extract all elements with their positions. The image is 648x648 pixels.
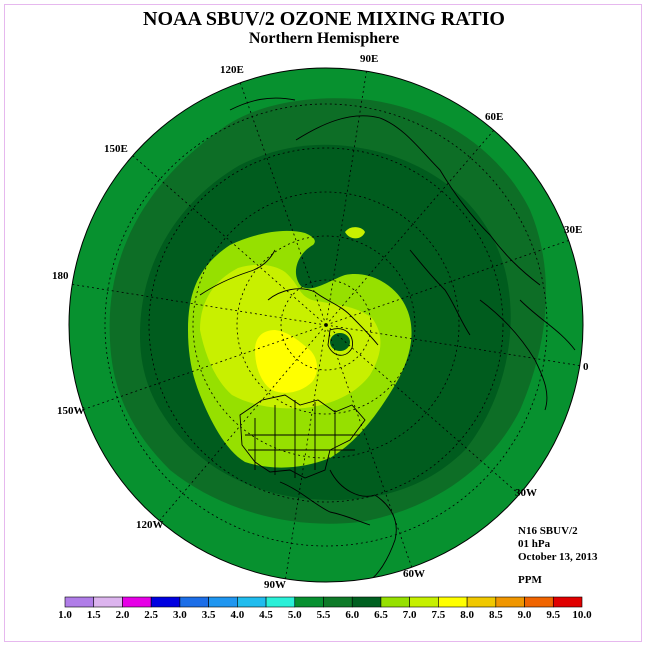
label-150e: 150E [104, 143, 128, 155]
colorbar-swatch [122, 596, 152, 608]
colorbar-tick-label: 3.5 [202, 609, 216, 621]
colorbar-tick-label: 7.0 [403, 609, 417, 621]
label-90e: 90E [360, 53, 378, 65]
level-label: 01 hPa [518, 538, 551, 550]
colorbar-swatch [438, 596, 468, 608]
colorbar: 1.0 1.5 2.0 2.5 3.0 3.5 4.0 4.5 5.0 5.5 6.0 6.5 7.0 7… [58, 596, 592, 621]
colorbar-swatch [237, 596, 267, 608]
map-subtitle: Northern Hemisphere [248, 30, 400, 47]
label-90w: 90W [264, 579, 286, 591]
latitude-circles [104, 103, 548, 547]
ozone-band-7.5 [255, 330, 318, 393]
colorbar-tick-label: 1.0 [58, 609, 72, 621]
label-60w: 60W [403, 568, 425, 580]
instrument-label: N16 SBUV/2 [518, 525, 578, 537]
label-30e: 30E [564, 224, 582, 236]
colorbar-swatch [351, 596, 382, 608]
colorbar-tick-label: 6.0 [345, 609, 359, 621]
label-150w: 150W [57, 405, 85, 417]
map-boundary [68, 67, 584, 583]
colorbar-tick-label: 8.0 [460, 609, 474, 621]
ozone-blob [345, 227, 365, 239]
colorbar-tick-label: 7.5 [432, 609, 446, 621]
colorbar-tick-label: 8.5 [489, 609, 503, 621]
colorbar-swatch [466, 596, 497, 608]
colorbar-swatch [93, 596, 123, 608]
date-label: October 13, 2013 [518, 551, 598, 563]
colorbar-tick-label: 4.0 [230, 609, 244, 621]
colorbar-swatch [294, 596, 324, 608]
colorbar-tick-label: 6.5 [374, 609, 388, 621]
map-title: NOAA SBUV/2 OZONE MIXING RATIO [143, 8, 505, 30]
colorbar-tick-label: 5.0 [288, 609, 302, 621]
colorbar-swatch [208, 596, 238, 608]
label-120e: 120E [220, 64, 244, 76]
info-block: N16 SBUV/2 01 hPa October 13, 2013 [518, 525, 598, 564]
colorbar-swatch [265, 596, 296, 608]
coastlines [199, 97, 576, 581]
colorbar-swatch [495, 596, 525, 608]
colorbar-swatch [323, 596, 353, 608]
colorbar-tick-label: 2.5 [144, 609, 158, 621]
colorbar-swatch [150, 596, 181, 608]
units-label: PPM [518, 574, 542, 586]
label-120w: 120W [136, 519, 164, 531]
colorbar-swatch [64, 596, 95, 608]
colorbar-tick-label: 9.0 [518, 609, 532, 621]
colorbar-tick-label: 10.0 [572, 609, 592, 621]
colorbar-tick-label: 5.5 [317, 609, 331, 621]
colorbar-tick-label: 3.0 [173, 609, 187, 621]
colorbar-swatch [524, 596, 554, 608]
colorbar-tick-label: 2.0 [116, 609, 130, 621]
label-180: 180 [52, 270, 69, 282]
ozone-spot [330, 333, 350, 351]
colorbar-tick-label: 9.5 [546, 609, 560, 621]
colorbar-swatch [179, 596, 209, 608]
colorbar-swatch [552, 596, 583, 608]
colorbar-tick-label: 1.5 [87, 609, 101, 621]
colorbar-swatch [409, 596, 439, 608]
colorbar-swatch [380, 596, 410, 608]
label-0: 0 [583, 361, 589, 373]
figure-border [4, 4, 642, 642]
colorbar-tick-label: 4.5 [259, 609, 273, 621]
meridians [69, 68, 583, 582]
label-60e: 60E [485, 111, 503, 123]
label-30w: 30W [515, 487, 537, 499]
